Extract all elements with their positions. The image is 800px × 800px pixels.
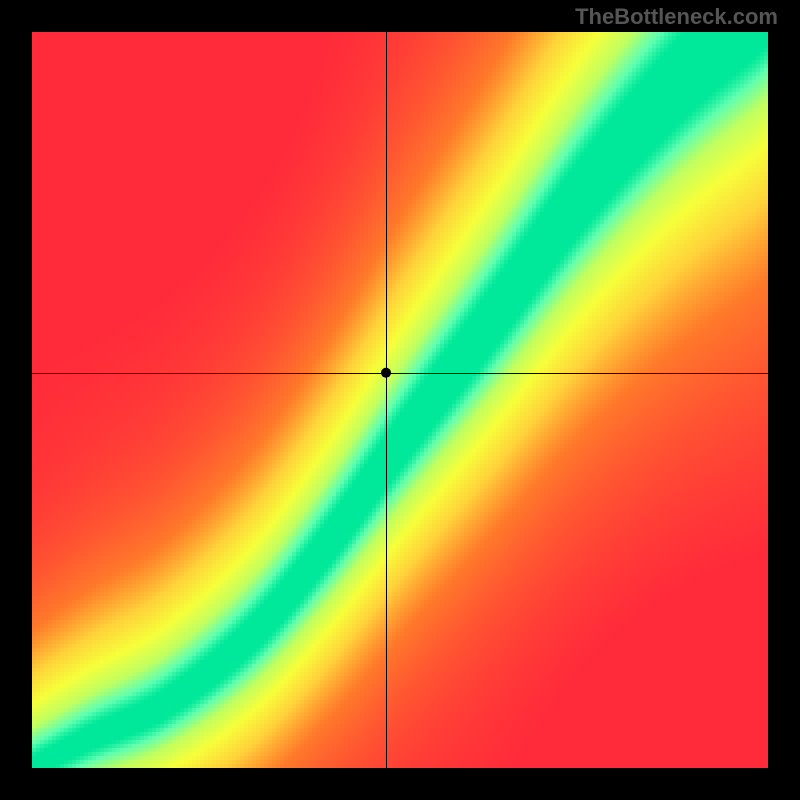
chart-container: TheBottleneck.com [0, 0, 800, 800]
watermark-text: TheBottleneck.com [575, 4, 778, 30]
crosshair-overlay [0, 0, 800, 800]
